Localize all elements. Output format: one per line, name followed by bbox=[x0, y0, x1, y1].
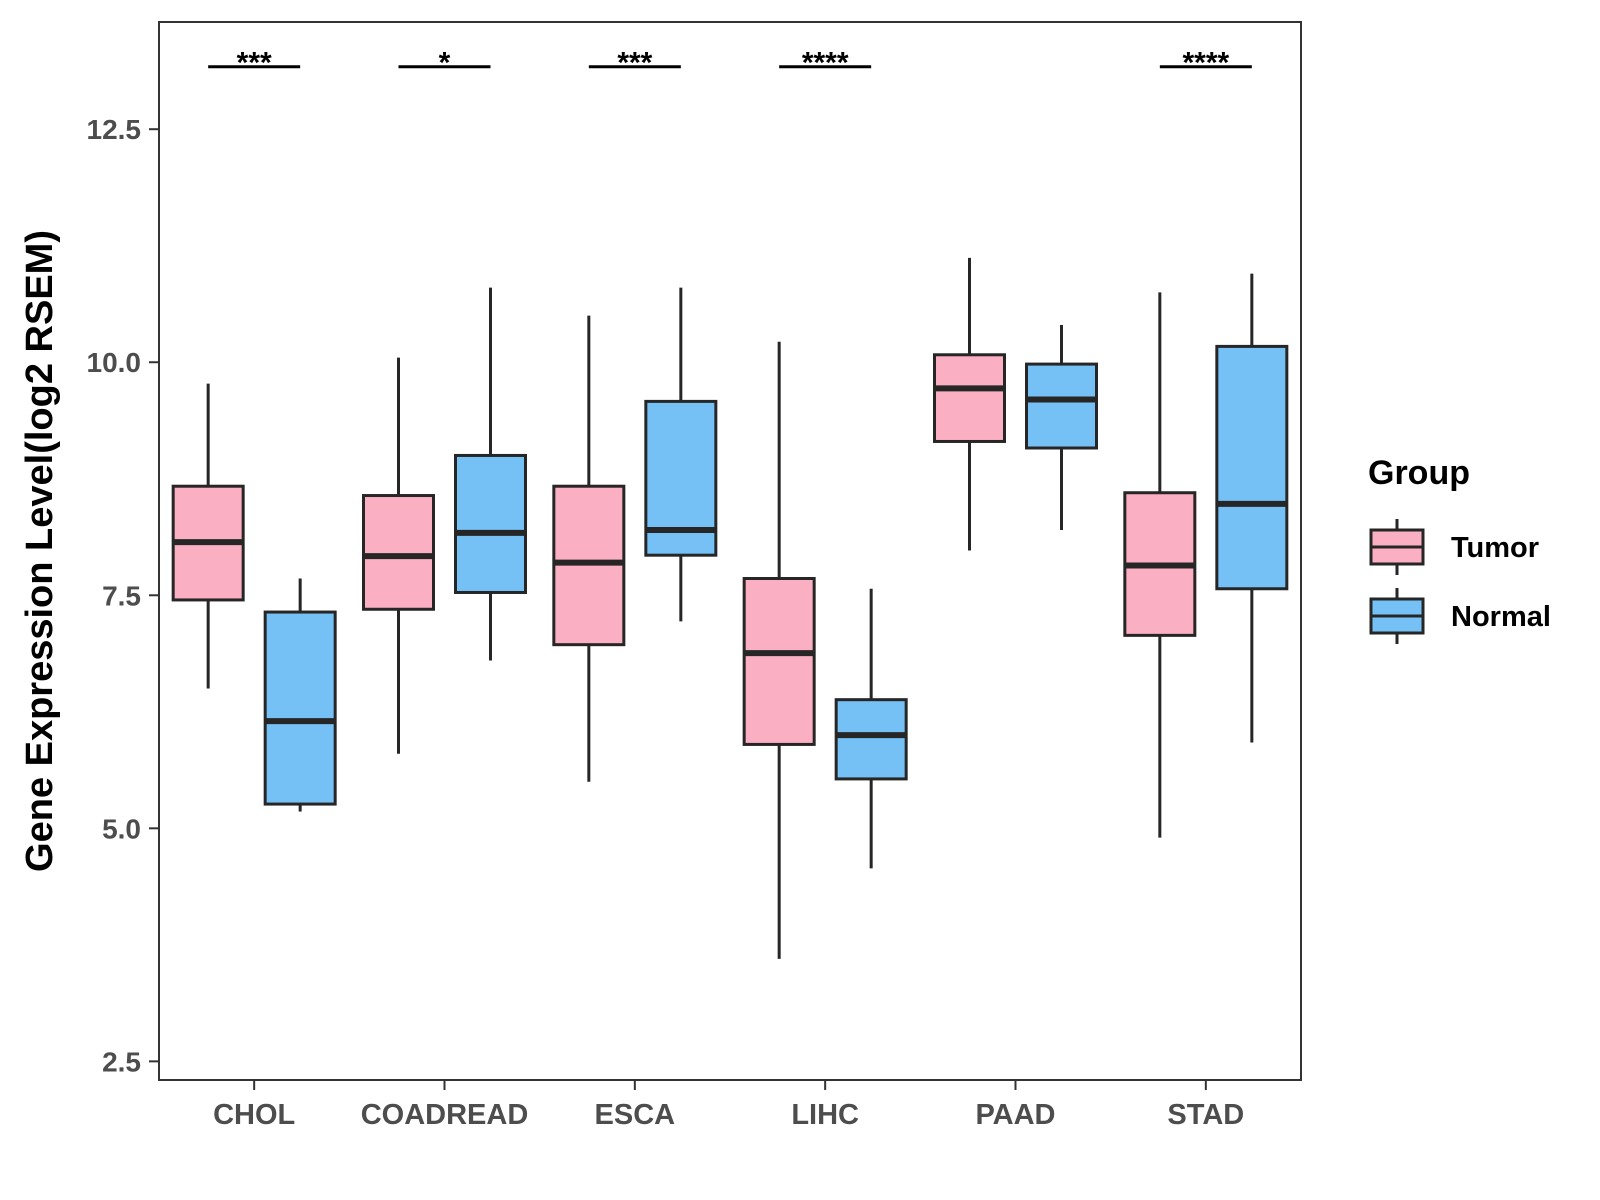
box-body bbox=[1025, 362, 1098, 450]
series-tumor bbox=[171, 257, 1197, 959]
x-tick-label: PAAD bbox=[975, 1099, 1055, 1131]
y-axis: 2.5 5.0 7.5 10.0 12.5 bbox=[87, 114, 159, 1077]
box-body bbox=[1215, 344, 1289, 591]
box-body bbox=[742, 576, 816, 746]
box-normal-lihc bbox=[834, 588, 908, 869]
legend-label: Normal bbox=[1451, 601, 1551, 633]
box-body bbox=[454, 453, 527, 594]
y-tick-label: 7.5 bbox=[102, 580, 141, 611]
significance-label: **** bbox=[802, 47, 849, 80]
box-body bbox=[933, 353, 1006, 443]
boxplot-series bbox=[171, 257, 1289, 959]
y-tick-label: 2.5 bbox=[102, 1046, 141, 1077]
x-tick-label: LIHC bbox=[791, 1099, 859, 1131]
y-axis-title: Gene Expression Level(log2 RSEM) bbox=[19, 230, 61, 872]
box-body bbox=[834, 698, 908, 781]
x-tick-label: STAD bbox=[1167, 1099, 1244, 1131]
box-body bbox=[362, 494, 435, 611]
y-tick-label: 10.0 bbox=[87, 347, 142, 378]
significance-label: * bbox=[439, 47, 451, 80]
box-body bbox=[263, 610, 337, 806]
box-normal-coadread bbox=[454, 287, 527, 661]
box-tumor-esca bbox=[552, 315, 626, 782]
legend-item-normal: Normal bbox=[1369, 588, 1551, 644]
plot-panel-border bbox=[158, 21, 1302, 1081]
box-normal-chol bbox=[263, 578, 337, 812]
legend-title: Group bbox=[1368, 454, 1470, 492]
box-tumor-coadread bbox=[362, 357, 435, 754]
x-tick-label: COADREAD bbox=[361, 1099, 529, 1131]
y-tick-label: 12.5 bbox=[87, 114, 142, 145]
box-tumor-paad bbox=[933, 257, 1006, 551]
x-axis: CHOL COADREAD ESCA LIHC PAAD STAD bbox=[213, 1080, 1244, 1131]
x-tick-label: ESCA bbox=[595, 1099, 676, 1131]
box-normal-paad bbox=[1025, 324, 1098, 531]
box-tumor-lihc bbox=[742, 341, 816, 959]
legend-item-tumor: Tumor bbox=[1369, 519, 1539, 575]
box-normal-esca bbox=[644, 287, 718, 622]
y-tick-label: 5.0 bbox=[102, 813, 141, 844]
legend: Group Tumor Normal bbox=[1368, 454, 1551, 644]
significance-annotations: *** * *** **** **** bbox=[208, 47, 1252, 80]
box-tumor-chol bbox=[171, 383, 245, 689]
significance-label: **** bbox=[1182, 47, 1229, 80]
significance-label: *** bbox=[617, 47, 652, 80]
x-tick-label: CHOL bbox=[213, 1099, 295, 1131]
series-normal bbox=[263, 273, 1289, 869]
legend-label: Tumor bbox=[1451, 532, 1539, 564]
box-normal-stad bbox=[1215, 273, 1289, 743]
box-tumor-stad bbox=[1123, 292, 1197, 838]
significance-label: *** bbox=[237, 47, 272, 80]
